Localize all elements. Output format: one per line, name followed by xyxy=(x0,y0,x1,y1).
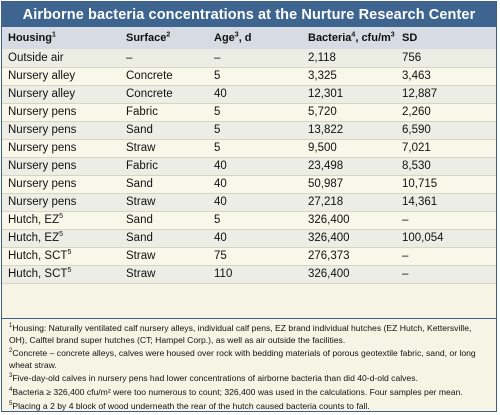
table-row: Hutch, SCT5 Straw 110 326,400– xyxy=(2,265,496,284)
cell-housing: Nursery alley xyxy=(2,85,120,104)
cell-bacteria: 23,498 xyxy=(302,157,396,176)
cell-housing: Nursery pens xyxy=(2,157,120,176)
cell-bacteria: 326,400 xyxy=(302,265,396,284)
cell-sd: 7,021 xyxy=(396,139,496,158)
cell-surface: Sand xyxy=(120,211,208,230)
cell-sd: – xyxy=(396,265,496,284)
table-row: Hutch, EZ5 Sand 5 326,400– xyxy=(2,211,496,230)
cell-surface: Straw xyxy=(120,265,208,284)
cell-surface: Concrete xyxy=(120,85,208,104)
cell-age: 5 xyxy=(208,121,302,140)
cell-sd: 12,887 xyxy=(396,85,496,104)
table-row: Outside air – –2,118 756 xyxy=(2,49,496,68)
cell-surface: Concrete xyxy=(120,67,208,86)
table-body: Outside air – –2,118 756 Nursery alley Concre… xyxy=(2,49,496,284)
table-row: Nursery pens Fabric 5 5,720 2,260 xyxy=(2,103,496,122)
footnote: 1Housing: Naturally ventilated calf nurs… xyxy=(9,323,472,345)
cell-age: 5 xyxy=(208,211,302,230)
cell-housing: Nursery pens xyxy=(2,139,120,158)
header-sd: SD xyxy=(402,32,418,44)
cell-surface: – xyxy=(120,49,208,68)
cell-surface: Sand xyxy=(120,229,208,248)
footnote: 4Bacteria ≥ 326,400 cfu/m² were too nume… xyxy=(9,386,463,397)
cell-surface: Straw xyxy=(120,193,208,212)
cell-bacteria: 5,720 xyxy=(302,103,396,122)
cell-surface: Sand xyxy=(120,121,208,140)
cell-age: – xyxy=(208,49,302,68)
bacteria-table: Housing1 Surface2 Age3, d Bacteria4, cfu… xyxy=(2,27,496,284)
cell-sd: 14,361 xyxy=(396,193,496,212)
cell-bacteria: 9,500 xyxy=(302,139,396,158)
table-row: Hutch, SCT5 Straw 75 276,373– xyxy=(2,247,496,266)
cell-sd: 10,715 xyxy=(396,175,496,194)
cell-age: 40 xyxy=(208,229,302,248)
cell-bacteria: 326,400 xyxy=(302,211,396,230)
cell-surface: Straw xyxy=(120,139,208,158)
cell-housing: Nursery pens xyxy=(2,193,120,212)
cell-housing: Nursery pens xyxy=(2,121,120,140)
cell-bacteria: 13,822 xyxy=(302,121,396,140)
table-row: Nursery pens Straw 5 9,500 7,021 xyxy=(2,139,496,158)
header-bacteria: Bacteria4, cfu/m3 xyxy=(308,31,395,44)
cell-housing: Hutch, SCT5 xyxy=(2,247,120,266)
cell-sd: 756 xyxy=(396,49,496,68)
cell-sd: – xyxy=(396,247,496,266)
cell-sd: 100,054 xyxy=(396,229,496,248)
cell-housing: Hutch, SCT5 xyxy=(2,265,120,284)
cell-bacteria: 3,325 xyxy=(302,67,396,86)
cell-sd: 3,463 xyxy=(396,67,496,86)
cell-bacteria: 276,373 xyxy=(302,247,396,266)
cell-bacteria: 27,218 xyxy=(302,193,396,212)
table-row: Hutch, EZ5 Sand 40 326,400 100,054 xyxy=(2,229,496,248)
header-surface: Surface2 xyxy=(126,31,171,44)
table-title: Airborne bacteria concentrations at the … xyxy=(2,2,496,27)
cell-sd: – xyxy=(396,211,496,230)
cell-bacteria: 12,301 xyxy=(302,85,396,104)
cell-age: 75 xyxy=(208,247,302,266)
cell-age: 40 xyxy=(208,157,302,176)
cell-age: 5 xyxy=(208,103,302,122)
cell-surface: Sand xyxy=(120,175,208,194)
footnote: 5Placing a 2 by 4 block of wood undernea… xyxy=(9,400,370,411)
cell-surface: Straw xyxy=(120,247,208,266)
cell-housing: Hutch, EZ5 xyxy=(2,211,120,230)
cell-sd: 8,530 xyxy=(396,157,496,176)
cell-age: 5 xyxy=(208,67,302,86)
cell-bacteria: 50,987 xyxy=(302,175,396,194)
table-row: Nursery alley Concrete 40 12,301 12,887 xyxy=(2,85,496,104)
header-housing: Housing1 xyxy=(8,31,56,44)
table-header-row: Housing1 Surface2 Age3, d Bacteria4, cfu… xyxy=(2,27,496,49)
cell-age: 5 xyxy=(208,139,302,158)
cell-age: 40 xyxy=(208,85,302,104)
cell-surface: Fabric xyxy=(120,103,208,122)
table-row: Nursery pens Fabric 40 23,498 8,530 xyxy=(2,157,496,176)
cell-bacteria: 2,118 xyxy=(302,49,396,68)
table-row: Nursery pens Sand 5 13,822 6,590 xyxy=(2,121,496,140)
cell-age: 40 xyxy=(208,193,302,212)
table-row: Nursery pens Straw 40 27,218 14,361 xyxy=(2,193,496,212)
cell-housing: Nursery alley xyxy=(2,67,120,86)
cell-housing: Outside air xyxy=(2,49,120,68)
cell-bacteria: 326,400 xyxy=(302,229,396,248)
cell-housing: Nursery pens xyxy=(2,103,120,122)
cell-surface: Fabric xyxy=(120,157,208,176)
cell-age: 40 xyxy=(208,175,302,194)
table-row: Nursery pens Sand 40 50,987 10,715 xyxy=(2,175,496,194)
header-age: Age3, d xyxy=(214,31,252,44)
cell-housing: Hutch, EZ5 xyxy=(2,229,120,248)
cell-sd: 6,590 xyxy=(396,121,496,140)
footnote: 3Five-day-old calves in nursery pens had… xyxy=(9,373,418,384)
cell-sd: 2,260 xyxy=(396,103,496,122)
table-row: Nursery alley Concrete 5 3,325 3,463 xyxy=(2,67,496,86)
footnotes: 1Housing: Naturally ventilated calf nurs… xyxy=(2,318,496,411)
cell-age: 110 xyxy=(208,265,302,284)
cell-housing: Nursery pens xyxy=(2,175,120,194)
footnote: 2Concrete – concrete alleys, calves were… xyxy=(9,348,476,370)
